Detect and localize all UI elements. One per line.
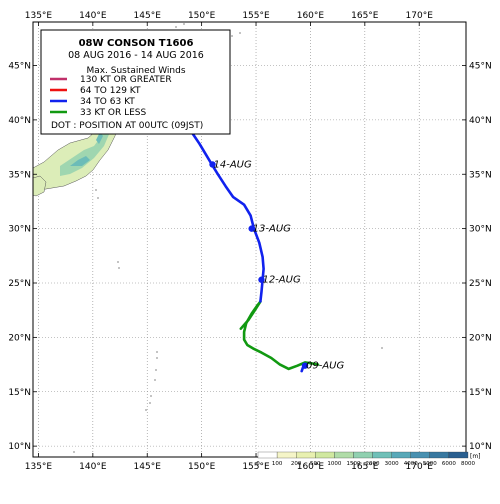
legend-entry-label: 33 KT OR LESS: [80, 108, 146, 118]
legend-entry-label: 34 TO 63 KT: [80, 97, 135, 107]
lat-tick-label-left: 20°N: [8, 333, 31, 343]
daily-position-dot: [258, 276, 265, 283]
elevation-scale-swatch: [391, 451, 411, 459]
elevation-scale-tick: 500: [310, 461, 321, 467]
lat-tick-label-left: 30°N: [8, 225, 31, 235]
japan-highlands: [60, 118, 110, 176]
lat-tick-label-left: 25°N: [8, 279, 31, 289]
daily-position-dot: [248, 225, 255, 232]
elevation-scale-swatch: [448, 451, 469, 459]
elevation-scale-swatch: [315, 451, 335, 459]
lon-tick-label-bottom: 160°E: [297, 462, 325, 472]
daily-position-dot: [209, 161, 216, 168]
legend: 08W CONSON T1606 08 AUG 2016 - 14 AUG 20…: [40, 29, 231, 135]
legend-period: 08 AUG 2016 - 14 AUG 2016: [68, 50, 204, 61]
elevation-scale-tick: 1500: [346, 461, 360, 467]
axis-ticks: 135°E 135°E 140°E 140°E 145°E 145°E 150°E 150°E…: [8, 11, 491, 472]
lon-tick-label-bottom: 165°E: [351, 462, 379, 472]
elevation-scale-tick: 3000: [385, 461, 399, 467]
lon-tick-label-bottom: 150°E: [188, 462, 216, 472]
lat-tick-label-left: 10°N: [8, 442, 31, 452]
legend-entry-label: 130 KT OR GREATER: [80, 75, 172, 85]
elevation-scale-swatch: [353, 451, 373, 459]
lat-tick-label-right: 30°N: [469, 225, 492, 235]
lon-tick-label-top: 160°E: [297, 11, 325, 21]
japan-peaks: [70, 132, 103, 166]
elevation-scale-swatch: [334, 451, 354, 459]
lon-tick-label-top: 155°E: [242, 11, 270, 21]
lon-tick-label-top: 135°E: [25, 11, 53, 21]
elevation-scale-swatch: [296, 451, 316, 459]
lat-tick-label-right: 15°N: [469, 388, 492, 398]
legend-entry-label: 64 TO 129 KT: [80, 86, 141, 96]
lat-tick-label-left: 15°N: [8, 388, 31, 398]
lat-tick-label-right: 10°N: [469, 442, 492, 452]
elevation-scale-tick: 0: [256, 461, 260, 467]
lat-tick-label-left: 40°N: [8, 116, 31, 126]
lon-tick-label-top: 145°E: [134, 11, 162, 21]
lon-tick-label-bottom: 155°E: [242, 462, 270, 472]
position-labels: 09-AUG 12-AUG 13-AUG 14-AUG: [214, 159, 345, 371]
elevation-scale-tick: 2000: [366, 461, 380, 467]
lat-tick-label-right: 40°N: [469, 116, 492, 126]
elevation-scale-swatch: [410, 451, 430, 459]
elevation-scale-tick: 100: [272, 461, 283, 467]
lat-tick-label-left: 35°N: [8, 170, 31, 180]
daily-position-label: 14-AUG: [214, 159, 252, 170]
lon-tick-label-top: 150°E: [188, 11, 216, 21]
elevation-scale-tick: 6000: [442, 461, 456, 467]
legend-box: [40, 29, 231, 135]
daily-position-label: 12-AUG: [262, 275, 300, 286]
elevation-scale-unit: [m]: [470, 453, 481, 460]
lon-tick-label-top: 170°E: [406, 11, 434, 21]
lon-tick-label-top: 165°E: [351, 11, 379, 21]
legend-heading: Max. Sustained Winds: [86, 66, 185, 76]
legend-dot-note: DOT : POSITION AT 00UTC (09JST): [51, 121, 203, 131]
elevation-scale-swatch: [257, 451, 278, 459]
elevation-scale-tick: 1000: [327, 461, 341, 467]
daily-position-dot: [301, 362, 309, 369]
map-frame: [32, 21, 467, 458]
elevation-scale-tick: 200: [291, 461, 302, 467]
daily-position-label: 09-AUG: [306, 361, 344, 372]
lat-tick-label-right: 20°N: [469, 333, 492, 343]
elevation-scale-swatch: [429, 451, 450, 459]
lon-tick-label-bottom: 135°E: [25, 462, 53, 472]
lon-tick-label-bottom: 170°E: [406, 462, 434, 472]
lon-tick-label-top: 140°E: [79, 11, 107, 21]
lon-tick-label-bottom: 140°E: [79, 462, 107, 472]
lon-tick-label-bottom: 145°E: [134, 462, 162, 472]
daily-position-label: 13-AUG: [253, 224, 291, 235]
legend-title: 08W CONSON T1606: [79, 38, 194, 49]
lat-tick-label-right: 25°N: [469, 279, 492, 289]
track-segment: [179, 113, 265, 303]
elevation-scale: [m] 0 100 200 500 1000 1500 2000 3000 4000 5000 60…: [256, 451, 481, 467]
elevation-scale-swatch: [276, 451, 297, 459]
elevation-scale-tick: 5000: [423, 461, 437, 467]
position-dots: [209, 161, 309, 369]
japan-kyushu: [33, 175, 47, 197]
lat-tick-label-right: 45°N: [469, 62, 492, 72]
elevation-scale-tick: 8000: [461, 461, 475, 467]
elevation-scale-tick: 4000: [404, 461, 418, 467]
lat-tick-label-right: 35°N: [469, 170, 492, 180]
pacific-islands: [73, 189, 383, 453]
elevation-scale-swatch: [372, 451, 392, 459]
lat-tick-label-left: 45°N: [8, 62, 31, 72]
